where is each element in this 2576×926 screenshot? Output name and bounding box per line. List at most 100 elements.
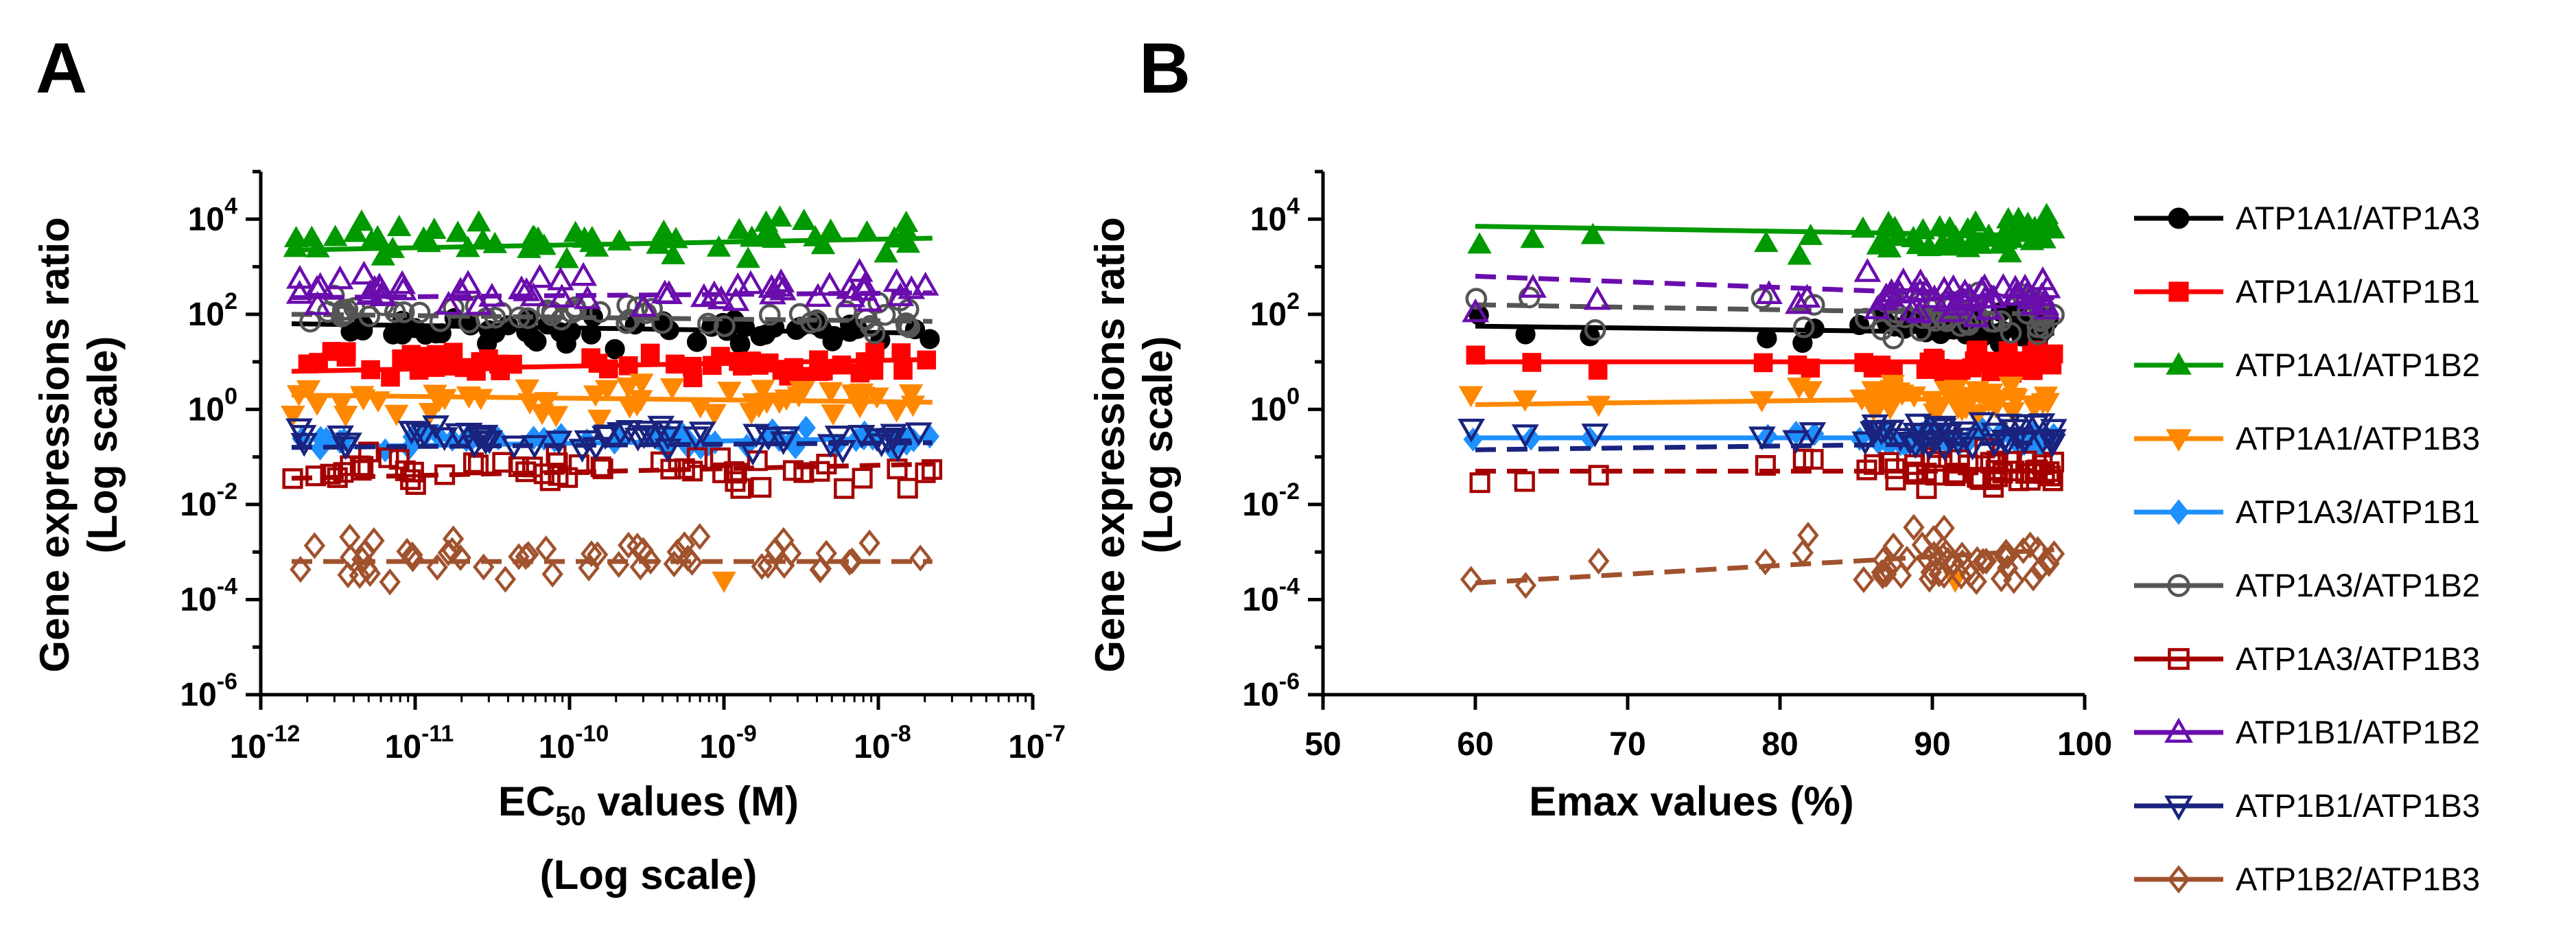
data-point — [1998, 376, 2023, 398]
data-point — [1934, 380, 1958, 402]
data-point — [773, 526, 795, 554]
data-point — [758, 303, 781, 326]
data-point — [898, 384, 924, 406]
data-point — [677, 544, 699, 572]
data-point — [1890, 562, 1912, 590]
data-point — [732, 356, 752, 376]
y-tick-label: 104 — [1250, 193, 1300, 238]
data-point — [323, 224, 348, 246]
data-point — [641, 426, 669, 450]
data-point — [1933, 562, 1955, 589]
data-point — [515, 543, 537, 570]
data-point — [590, 456, 611, 478]
data-point — [333, 406, 358, 428]
data-point — [410, 424, 438, 449]
data-point — [722, 287, 750, 312]
data-point — [845, 257, 874, 282]
y-tick-label: 100 — [1250, 383, 1300, 428]
data-point — [1457, 418, 1486, 443]
fit-line — [1475, 224, 2054, 239]
data-point — [422, 217, 447, 240]
y-tick-label: 102 — [188, 288, 237, 333]
fit-line — [1475, 440, 2054, 452]
data-point — [1853, 566, 1875, 594]
data-point — [545, 430, 573, 455]
panel-b: B Gene expressions ratio (Log scale) 10-… — [1087, 29, 2112, 824]
data-point — [546, 266, 574, 290]
legend-label: ATP1A1/ATP1B1 — [2236, 273, 2480, 310]
data-point — [395, 460, 416, 481]
data-point — [615, 419, 643, 444]
data-point — [767, 268, 795, 292]
fit-line — [291, 393, 933, 405]
legend-item: ATP1B1/ATP1B2 — [2134, 714, 2480, 750]
data-point — [1990, 430, 2018, 454]
fit-line — [1475, 395, 2054, 407]
series-atp1b2-atp1b3 — [1460, 513, 2065, 599]
data-point — [401, 345, 421, 364]
data-point — [1877, 235, 1902, 258]
data-point — [618, 531, 640, 559]
data-point — [727, 218, 751, 240]
legend-item: ATP1B2/ATP1B3 — [2134, 861, 2480, 897]
legend-item: ATP1A3/ATP1B3 — [2134, 640, 2480, 677]
y-tick-label: 104 — [188, 193, 237, 238]
legend-marker — [2167, 865, 2190, 894]
y-tick-label: 10-2 — [180, 478, 237, 523]
data-point — [850, 277, 878, 301]
data-point — [1586, 395, 1611, 417]
data-point — [880, 424, 908, 448]
data-point — [467, 210, 491, 232]
data-point — [859, 315, 882, 337]
legend-label: ATP1A1/ATP1B2 — [2236, 347, 2480, 383]
data-point — [1923, 540, 1945, 568]
data-point — [1886, 428, 1915, 452]
data-point — [605, 339, 625, 360]
legend-item: ATP1A3/ATP1B2 — [2134, 567, 2480, 603]
data-point — [689, 523, 711, 551]
panel-a-plot-area: 10-6 10-4 10-2 100 102 104 10-12 10-11 10-10 10-9… — [180, 170, 1066, 765]
legend-label: ATP1A3/ATP1B1 — [2236, 494, 2480, 530]
fit-line — [291, 440, 933, 450]
fit-line — [291, 235, 933, 253]
legend-item: ATP1A1/ATP1B2 — [2134, 347, 2480, 383]
data-point — [847, 424, 876, 449]
fit-line — [291, 357, 933, 374]
data-point — [751, 380, 775, 402]
data-point — [379, 568, 401, 596]
data-point — [455, 422, 483, 447]
data-point — [333, 462, 354, 483]
legend-marker — [2164, 796, 2193, 821]
data-point — [1460, 566, 1482, 593]
data-point — [1787, 243, 1812, 265]
legend-marker — [2168, 281, 2189, 302]
data-point — [359, 559, 381, 588]
x-tick-label: 60 — [1457, 726, 1493, 763]
legend-marker — [2168, 648, 2190, 670]
data-point — [1899, 297, 1926, 321]
data-point — [1871, 286, 1899, 311]
data-point — [1916, 478, 1937, 499]
data-point — [303, 532, 326, 559]
data-point — [305, 394, 329, 416]
data-point — [661, 242, 686, 264]
panel-a-xlabel-main: EC — [498, 778, 555, 824]
data-point — [1930, 437, 1958, 461]
data-point — [1885, 470, 1906, 491]
data-point — [2032, 454, 2053, 475]
data-point — [1512, 390, 1538, 412]
data-point — [286, 264, 314, 289]
data-point — [581, 540, 602, 568]
data-point — [1853, 257, 1882, 282]
x-tick-label: 90 — [1914, 726, 1950, 763]
series-atp1b1-atp1b3 — [1457, 412, 2068, 461]
series-atp1a1-atp1b1 — [291, 342, 937, 388]
y-tick-label: 10-4 — [180, 573, 237, 618]
data-point — [388, 449, 410, 470]
data-point — [782, 460, 804, 481]
x-tick-label: 10-11 — [385, 721, 454, 765]
data-point — [508, 543, 530, 570]
data-point — [1972, 548, 1994, 575]
data-point — [339, 523, 361, 551]
data-point — [1797, 522, 1819, 549]
